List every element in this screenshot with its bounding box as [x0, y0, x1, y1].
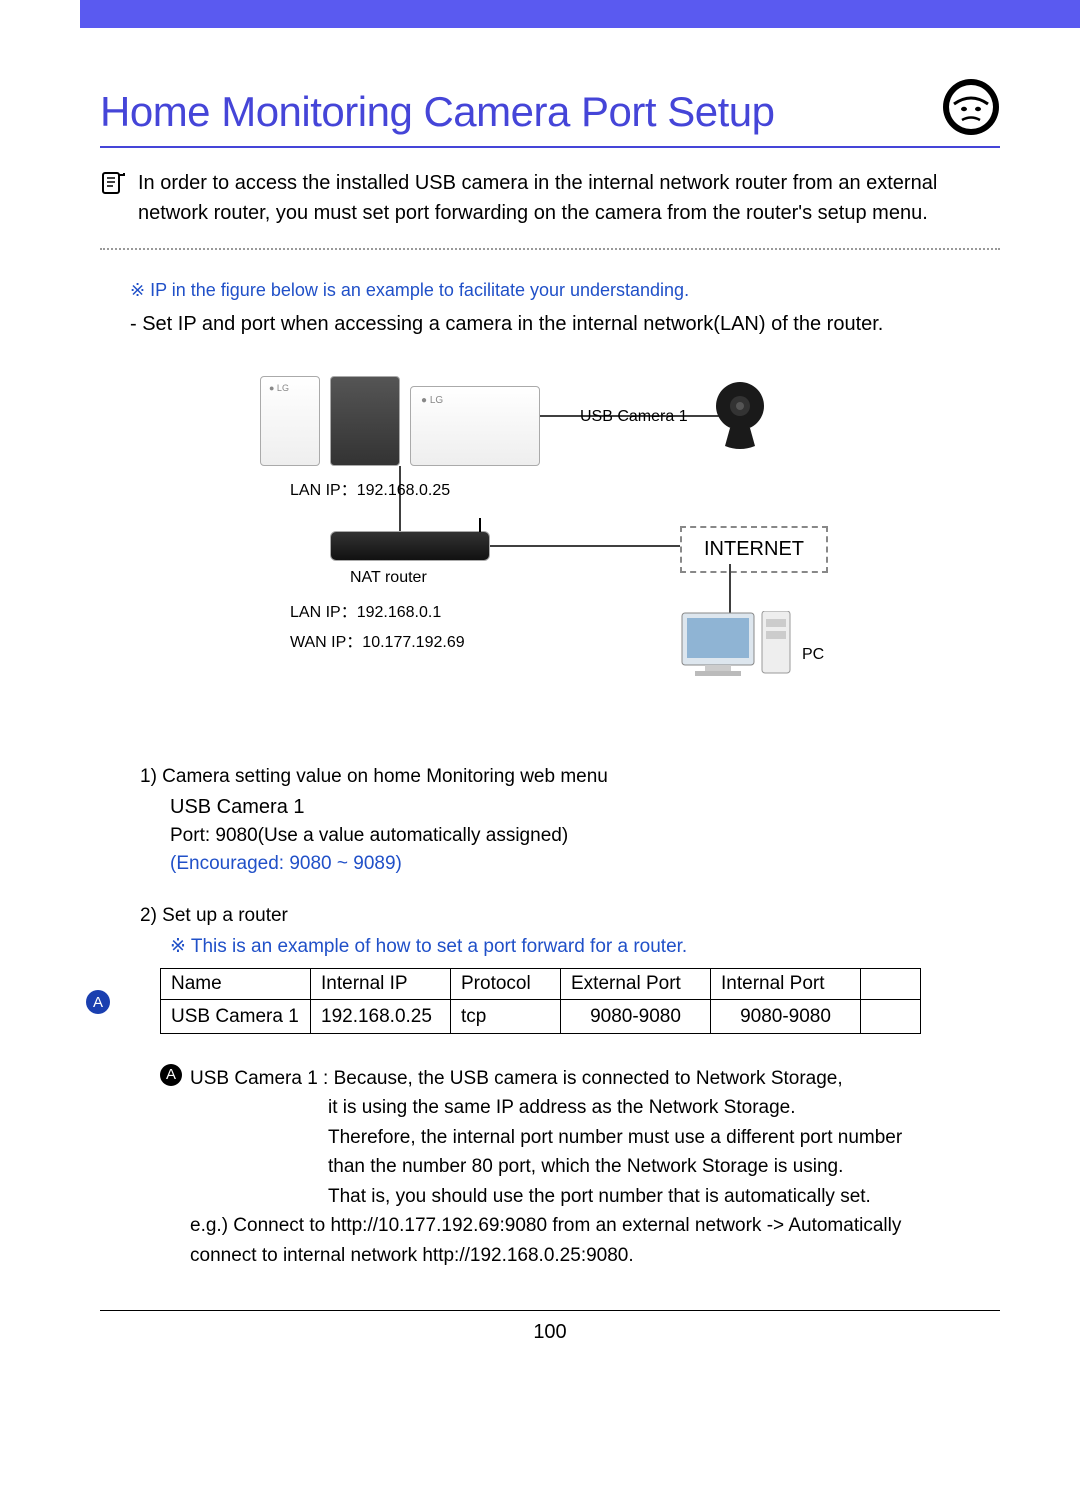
step1-camera-name: USB Camera 1 — [170, 796, 1000, 819]
bullet-a-icon: A — [160, 1064, 182, 1086]
explain-eg2: connect to internal network http://192.1… — [160, 1241, 1000, 1270]
step1-port-line: Port: 9080(Use a value automatically ass… — [170, 825, 1000, 847]
step2-example-line: ※ This is an example of how to set a por… — [170, 935, 1000, 958]
th-empty — [861, 969, 921, 1000]
nas-device-2 — [330, 376, 400, 466]
page-title: Home Monitoring Camera Port Setup — [100, 88, 1000, 148]
explanation-block: A USB Camera 1 : Because, the USB camera… — [160, 1064, 1000, 1270]
explain-eg1: e.g.) Connect to http://10.177.192.69:90… — [160, 1211, 1000, 1240]
usb-camera-icon — [705, 376, 775, 461]
usb-camera-label: USB Camera 1 — [580, 408, 688, 426]
td-protocol: tcp — [451, 1000, 561, 1034]
lan-ip-storage: LAN IP：192.168.0.25 — [290, 476, 450, 500]
th-name: Name — [161, 969, 311, 1000]
td-name: USB Camera 1 — [161, 1000, 311, 1034]
explain-line4: than the number 80 port, which the Netwo… — [160, 1152, 1000, 1181]
dotted-divider — [100, 248, 1000, 250]
explain-line3: Therefore, the internal port number must… — [160, 1123, 1000, 1152]
step2-heading: 2) Set up a router — [140, 905, 1000, 927]
intro-block: In order to access the installed USB cam… — [100, 168, 1000, 228]
th-internal-port: Internal Port — [711, 969, 861, 1000]
page-number: 100 — [100, 1321, 1000, 1344]
th-internal-ip: Internal IP — [311, 969, 451, 1000]
td-internal-ip: 192.168.0.25 — [311, 1000, 451, 1034]
td-internal-port: 9080-9080 — [711, 1000, 861, 1034]
explain-line5: That is, you should use the port number … — [160, 1182, 1000, 1211]
router-icon — [330, 531, 490, 561]
table-badge-a: A — [86, 990, 110, 1014]
network-diagram: ● LG ● LG USB Camera 1 LAN IP：192.168.0.… — [250, 356, 850, 736]
th-external-port: External Port — [561, 969, 711, 1000]
td-empty — [861, 1000, 921, 1034]
th-protocol: Protocol — [451, 969, 561, 1000]
port-forward-table: Name Internal IP Protocol External Port … — [160, 968, 921, 1034]
td-external-port: 9080-9080 — [561, 1000, 711, 1034]
explain-line2: it is using the same IP address as the N… — [160, 1093, 1000, 1122]
footer-rule — [100, 1310, 1000, 1311]
explain-line1: USB Camera 1 : Because, the USB camera i… — [190, 1064, 843, 1093]
step1-encouraged: (Encouraged: 9080 ~ 9089) — [170, 853, 1000, 875]
table-header-row: Name Internal IP Protocol External Port … — [161, 969, 921, 1000]
pc-label: PC — [802, 646, 824, 664]
note-icon — [100, 170, 126, 201]
pc-icon — [680, 611, 800, 691]
step1-heading: 1) Camera setting value on home Monitori… — [140, 766, 1000, 788]
set-ip-line: - Set IP and port when accessing a camer… — [130, 313, 1000, 336]
nas-device-1: ● LG — [260, 376, 320, 466]
ip-example-note: ※ IP in the figure below is an example t… — [130, 280, 1000, 301]
intro-text: In order to access the installed USB cam… — [138, 168, 1000, 228]
page-content: Home Monitoring Camera Port Setup In ord… — [0, 28, 1080, 1384]
nas-device-3: ● LG — [410, 386, 540, 466]
header-bar — [80, 0, 1080, 28]
table-row: USB Camera 1 192.168.0.25 tcp 9080-9080 … — [161, 1000, 921, 1034]
nat-router-label: NAT router — [350, 569, 427, 587]
lan-ip-router: LAN IP：192.168.0.1 — [290, 598, 441, 622]
face-icon — [942, 78, 1000, 136]
internet-box: INTERNET — [680, 526, 828, 573]
wan-ip-router: WAN IP：10.177.192.69 — [290, 628, 465, 652]
